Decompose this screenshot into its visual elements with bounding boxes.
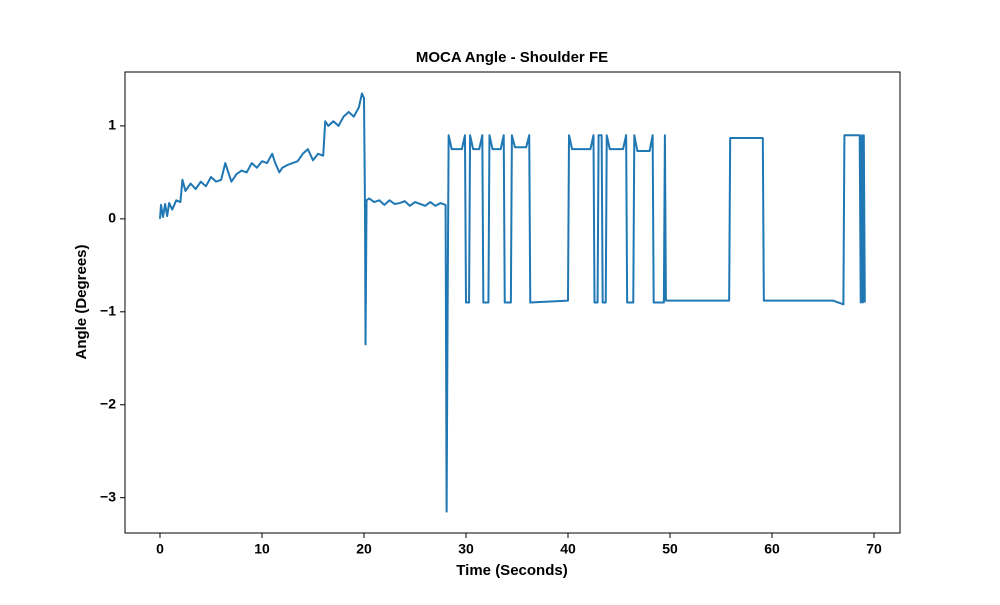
chart-title: MOCA Angle - Shoulder FE xyxy=(416,49,608,66)
y-tick-label: 0 xyxy=(108,210,116,226)
x-tick-label: 20 xyxy=(356,541,372,557)
x-tick-label: 10 xyxy=(254,541,270,557)
y-tick-label: −1 xyxy=(100,302,116,318)
plot-frame xyxy=(124,71,901,534)
y-tick-label: −3 xyxy=(100,488,116,504)
x-tick-label: 60 xyxy=(764,541,780,557)
y-tick-label: −2 xyxy=(100,395,116,411)
x-tick-label: 70 xyxy=(866,541,882,557)
x-tick-label: 0 xyxy=(156,541,164,557)
x-tick-label: 40 xyxy=(560,541,576,557)
x-tick-label: 30 xyxy=(458,541,474,557)
y-axis-label: Angle (Degrees) xyxy=(73,244,90,359)
data-line xyxy=(158,92,866,513)
x-tick-label: 50 xyxy=(662,541,678,557)
y-tick-label: 1 xyxy=(108,117,116,133)
x-axis-label: Time (Seconds) xyxy=(456,562,567,579)
